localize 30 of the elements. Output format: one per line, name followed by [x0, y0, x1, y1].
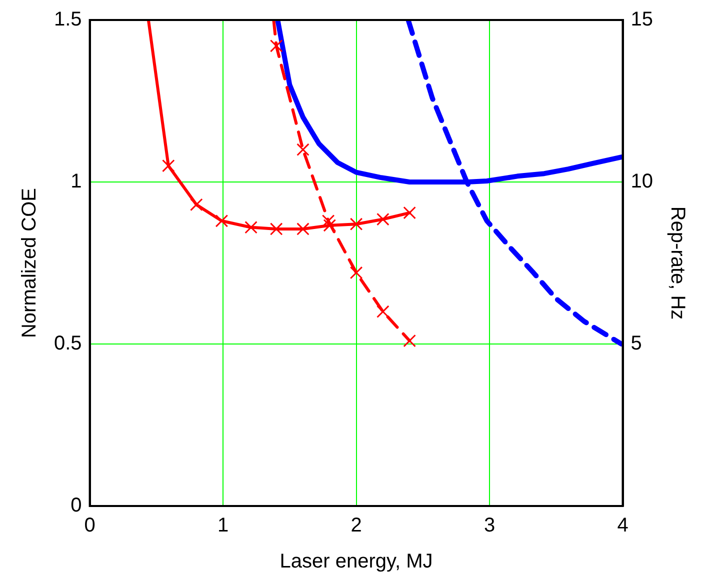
point [323, 219, 336, 232]
y-tick-label: 1.5 [54, 8, 82, 31]
point [403, 334, 416, 348]
y-tick-label: 0 [70, 494, 82, 517]
x-tick-label: 2 [350, 514, 362, 537]
point [296, 143, 310, 156]
y2-tick-label: 5 [630, 332, 642, 355]
x-tick-label: 3 [484, 514, 496, 537]
y2-tick-label: 15 [630, 8, 654, 31]
point [376, 305, 390, 318]
x-tick-label: 4 [617, 514, 628, 537]
point [215, 214, 228, 228]
point [162, 159, 175, 172]
y-tick-label: 1 [70, 170, 82, 193]
x-tick-label: 1 [217, 514, 229, 537]
point [244, 220, 258, 234]
y2-tick-label: 10 [630, 170, 654, 193]
point [270, 40, 283, 52]
point [190, 198, 203, 212]
point [350, 218, 363, 231]
x-axis-title: Laser energy, MJ [280, 550, 433, 573]
point [350, 266, 363, 280]
y-tick-label: 0.5 [54, 332, 82, 355]
y-axis-title: Normalized COE [18, 188, 41, 338]
point [322, 214, 335, 228]
point [376, 212, 390, 226]
y2-axis-title: Rep-rate, Hz [666, 206, 688, 320]
point [403, 206, 416, 220]
point [296, 222, 310, 236]
point [270, 222, 283, 236]
